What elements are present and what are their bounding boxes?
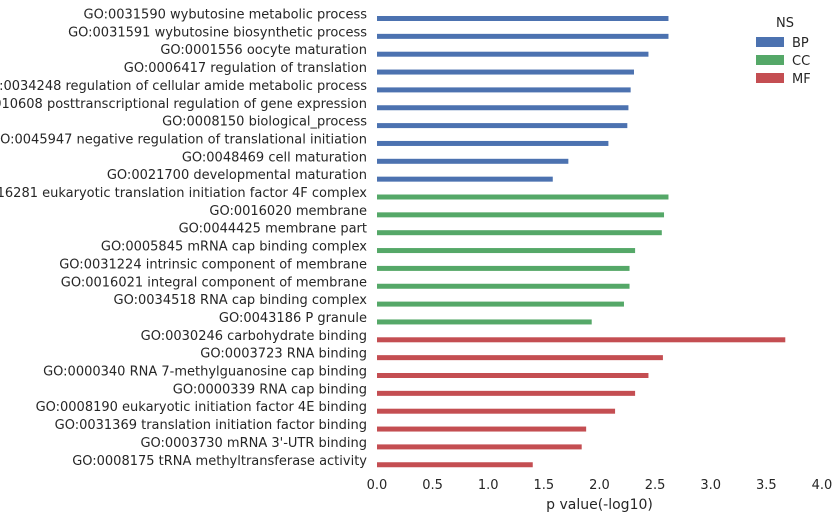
y-tick-label: GO:0000339 RNA cap binding — [173, 382, 367, 397]
y-tick-label: GO:0000340 RNA 7-methylguanosine cap bin… — [43, 365, 367, 380]
bar-bp — [377, 87, 631, 93]
y-tick-label: GO:0003723 RNA binding — [200, 347, 367, 362]
legend-title: NS — [776, 16, 794, 31]
x-axis-label: p value(-log10) — [546, 497, 653, 513]
y-tick-label: GO:0048469 cell maturation — [182, 150, 367, 165]
bar-cc — [377, 265, 630, 271]
y-tick-labels: GO:0031590 wybutosine metabolic process G… — [0, 8, 367, 469]
legend-swatch-cc — [756, 55, 784, 65]
y-tick-label: GO:0003730 mRNA 3'-UTR binding — [140, 436, 367, 451]
bar-bp — [377, 158, 569, 164]
legend-label-cc: CC — [792, 54, 810, 69]
y-tick-label: GO:0030246 carbohydrate binding — [141, 329, 367, 344]
x-tick-label: 0.5 — [422, 478, 443, 493]
y-tick-label: GO:0005845 mRNA cap binding complex — [101, 240, 367, 255]
x-tick-label: 3.0 — [700, 478, 721, 493]
bar-bp — [377, 51, 649, 57]
y-tick-label: GO:0016021 integral component of membran… — [61, 275, 367, 290]
bars-group — [377, 16, 786, 468]
bar-cc — [377, 230, 662, 236]
x-tick-label: 2.0 — [589, 478, 610, 493]
bar-mf — [377, 408, 616, 414]
bar-bp — [377, 69, 634, 75]
legend-label-bp: BP — [792, 36, 809, 51]
bar-mf — [377, 444, 582, 450]
bar-cc — [377, 283, 630, 289]
y-tick-label: GO:0016020 membrane — [209, 204, 367, 219]
bar-cc — [377, 194, 669, 200]
y-tick-label: GO:0016281 eukaryotic translation initia… — [0, 186, 367, 201]
bar-mf — [377, 373, 649, 378]
y-tick-label: GO:0044425 membrane part — [179, 222, 367, 237]
bar-bp — [377, 105, 629, 111]
x-tick-label: 3.5 — [756, 478, 777, 493]
y-tick-label: GO:0021700 developmental maturation — [107, 168, 367, 183]
bar-bp — [377, 176, 553, 182]
legend-label-mf: MF — [792, 72, 811, 87]
bar-bp — [377, 123, 628, 129]
y-tick-label: GO:0034518 RNA cap binding complex — [114, 293, 368, 308]
bar-cc — [377, 248, 636, 254]
bar-bp — [377, 16, 669, 21]
legend-swatch-mf — [756, 73, 784, 83]
x-tick-label: 4.0 — [812, 478, 833, 493]
x-tick-label: 1.0 — [478, 478, 499, 493]
y-tick-label: GO:0034248 regulation of cellular amide … — [0, 79, 367, 94]
legend-swatch-bp — [756, 37, 784, 47]
bar-bp — [377, 33, 669, 39]
y-tick-label: GO:0006417 regulation of translation — [124, 61, 367, 76]
bar-cc — [377, 212, 665, 218]
x-tick-labels: 0.0 0.5 1.0 1.5 2.0 2.5 3.0 3.5 4.0 — [367, 478, 833, 493]
y-tick-label: GO:0045947 negative regulation of transl… — [0, 132, 367, 147]
y-tick-label: GO:0008190 eukaryotic initiation factor … — [36, 400, 367, 415]
legend: NS BP CC MF — [756, 16, 811, 87]
bar-mf — [377, 426, 587, 432]
x-tick-label: 0.0 — [367, 478, 388, 493]
bar-bp — [377, 140, 609, 146]
y-tick-label: GO:0031224 intrinsic component of membra… — [59, 257, 367, 272]
bar-cc — [377, 301, 624, 307]
x-tick-label: 2.5 — [645, 478, 666, 493]
bar-mf — [377, 390, 636, 396]
y-tick-label: GO:0008175 tRNA methyltransferase activi… — [72, 454, 367, 469]
y-tick-label: GO:0008150 biological_process — [162, 115, 367, 130]
y-tick-label: GO:0001556 oocyte maturation — [160, 43, 367, 58]
x-tick-label: 1.5 — [534, 478, 555, 493]
y-tick-label: GO:0031369 translation initiation factor… — [55, 418, 367, 433]
y-tick-label: GO:0031591 wybutosine biosynthetic proce… — [68, 25, 367, 40]
bar-mf — [377, 337, 786, 343]
y-tick-label: GO:0043186 P granule — [219, 311, 367, 326]
bar-mf — [377, 355, 663, 361]
y-tick-label: GO:0010608 posttranscriptional regulatio… — [0, 97, 367, 112]
bar-cc — [377, 319, 592, 325]
y-tick-label: GO:0031590 wybutosine metabolic process — [84, 8, 368, 23]
bar-mf — [377, 462, 533, 468]
